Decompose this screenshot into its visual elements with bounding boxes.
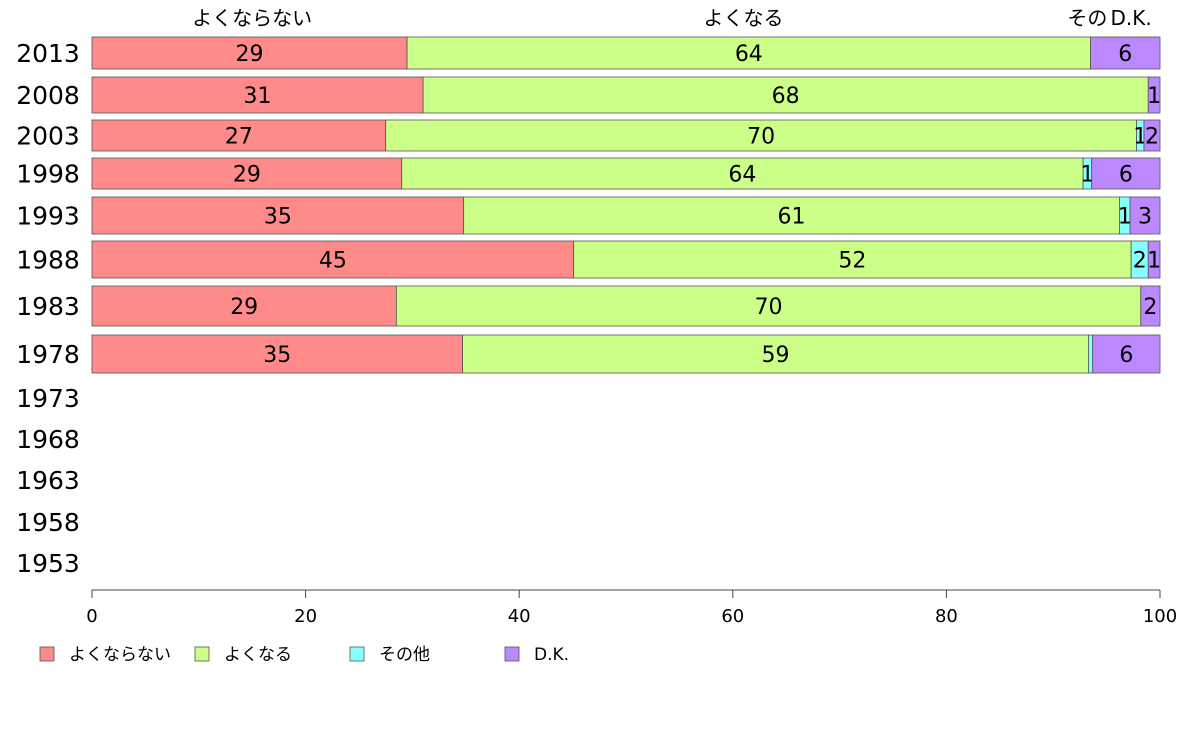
data-label: 2: [1143, 295, 1157, 320]
bar-segment: [401, 157, 1084, 190]
year-label: 1958: [16, 508, 80, 537]
year-label: 1998: [16, 160, 80, 189]
data-label: 3: [1138, 205, 1152, 230]
data-label: 6: [1119, 163, 1133, 188]
legend-label: D.K.: [534, 645, 569, 665]
data-label: 35: [263, 343, 291, 368]
data-label: 6: [1119, 343, 1133, 368]
year-label: 2013: [16, 39, 80, 68]
data-label: 70: [747, 125, 775, 150]
data-label: 64: [735, 42, 763, 67]
data-label: 52: [838, 249, 866, 274]
legend-swatch: [194, 646, 210, 662]
bar-segment: [1090, 36, 1161, 70]
bar-segment: [406, 36, 1091, 70]
series-header-label: D.K.: [1111, 6, 1152, 30]
x-axis: 0 20 40 60 80 100: [86, 589, 1177, 627]
year-label: 1953: [16, 549, 80, 578]
data-label: 6: [1118, 42, 1132, 67]
x-tick-label: 20: [294, 606, 317, 627]
x-tick-label: 40: [508, 606, 531, 627]
year-axis-labels: 2013 2008 2003 1998 1993 1988 1983 1978 1973 1968…: [16, 39, 80, 578]
series-header-label: よくならない: [192, 6, 312, 30]
bar-segment: [573, 240, 1132, 279]
legend-label: よくならない: [69, 645, 171, 665]
bar-segment: [395, 285, 1142, 327]
data-label: 59: [762, 343, 790, 368]
bar-segment: [1129, 196, 1161, 235]
year-label: 1978: [16, 340, 80, 369]
year-label: 1993: [16, 202, 80, 231]
bar-segment: [422, 76, 1149, 114]
bar-segment: [91, 157, 403, 190]
x-tick-label: 0: [86, 606, 97, 627]
data-label: 1: [1080, 163, 1094, 188]
data-label: 45: [319, 249, 347, 274]
data-label: 27: [225, 125, 253, 150]
data-label: 2: [1133, 249, 1147, 274]
year-label: 2003: [16, 122, 80, 151]
bar-segment: [91, 119, 387, 152]
bar-segment: [1091, 157, 1161, 190]
data-label: 2: [1145, 125, 1159, 150]
year-label: 2008: [16, 81, 80, 110]
bar-segment: [1092, 334, 1161, 374]
data-label: 35: [264, 205, 292, 230]
data-label: 1: [1147, 249, 1161, 274]
series-header-labels: よくならない よくなる その D.K.: [192, 6, 1152, 30]
bar-segment: [1147, 240, 1161, 279]
bar-segment: [1140, 285, 1161, 327]
data-label: 70: [755, 295, 783, 320]
bar-segment: [463, 196, 1120, 235]
bar-segment: [462, 334, 1089, 374]
bar-segment: [385, 119, 1137, 152]
year-label: 1973: [16, 384, 80, 413]
data-label: 1: [1118, 205, 1132, 230]
legend-swatch: [349, 646, 365, 662]
bar-segment: [1147, 76, 1161, 114]
year-label: 1988: [16, 246, 80, 275]
legend-label: その他: [379, 645, 430, 665]
data-label: 61: [778, 205, 806, 230]
bar-segment: [1088, 334, 1094, 374]
year-label: 1968: [16, 425, 80, 454]
bar-segment: [91, 76, 424, 114]
legend-swatch: [39, 646, 55, 662]
bar-segment: [91, 334, 463, 374]
year-label: 1983: [16, 292, 80, 321]
legend-label: よくなる: [224, 645, 292, 665]
x-tick-label: 80: [935, 606, 958, 627]
bar-segment: [91, 196, 465, 235]
legend-swatch: [504, 646, 520, 662]
data-label: 29: [233, 163, 261, 188]
data-label: 68: [772, 84, 800, 109]
legend: よくならない よくなる その他 D.K.: [39, 645, 569, 665]
series-header-label: よくなる: [703, 6, 783, 30]
data-label: 29: [230, 295, 258, 320]
series-header-label: その: [1067, 6, 1107, 30]
bar-segment: [91, 240, 575, 279]
data-label: 64: [728, 163, 756, 188]
year-label: 1963: [16, 466, 80, 495]
x-tick-label: 60: [721, 606, 744, 627]
data-label: 1: [1147, 84, 1161, 109]
data-label: 31: [244, 84, 272, 109]
data-label: 29: [236, 42, 264, 67]
bar-segment: [1143, 119, 1161, 152]
bar-segment: [91, 285, 397, 327]
x-tick-label: 100: [1143, 606, 1177, 627]
bar-segment: [91, 36, 408, 70]
